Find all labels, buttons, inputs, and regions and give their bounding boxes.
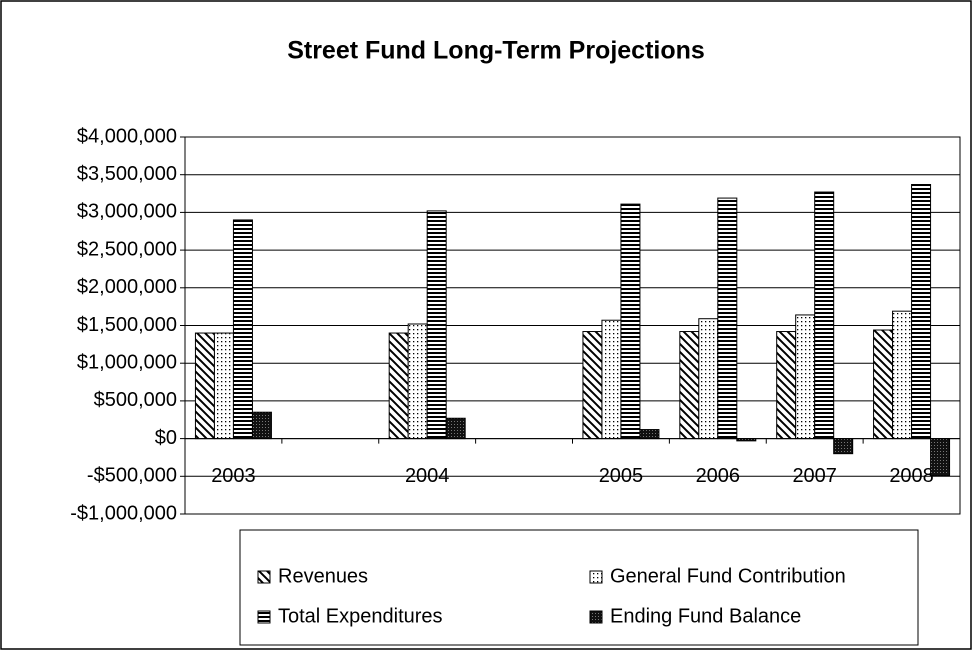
x-tick-label: 2008 xyxy=(889,465,934,487)
bar xyxy=(833,438,854,455)
x-tick-label: 2006 xyxy=(696,465,741,487)
bar xyxy=(698,318,719,440)
x-tick-label: 2007 xyxy=(792,465,837,487)
bar xyxy=(911,184,932,440)
y-tick-label: $2,500,000 xyxy=(77,238,177,260)
x-tick-label: 2004 xyxy=(405,465,450,487)
legend-label: General Fund Contribution xyxy=(610,565,846,587)
y-tick-label: $0 xyxy=(155,427,177,449)
y-tick-label: $1,000,000 xyxy=(77,351,177,373)
y-tick-label: $2,000,000 xyxy=(77,276,177,298)
legend-box xyxy=(239,529,919,646)
y-tick-label: $4,000,000 xyxy=(77,125,177,147)
y-tick-label: -$1,000,000 xyxy=(70,502,177,524)
legend-swatch xyxy=(257,570,271,584)
legend-swatch xyxy=(589,570,603,584)
x-tick-label: 2005 xyxy=(599,465,644,487)
bar xyxy=(601,319,622,440)
legend-label: Total Expenditures xyxy=(278,605,443,627)
bar xyxy=(388,332,409,440)
bar xyxy=(426,210,447,440)
bar xyxy=(776,331,797,440)
chart-title: Street Fund Long-Term Projections xyxy=(287,37,705,65)
bar xyxy=(892,310,913,440)
legend-swatch xyxy=(589,610,603,624)
y-tick-label: $1,500,000 xyxy=(77,314,177,336)
bar xyxy=(717,197,738,440)
bar xyxy=(251,411,272,440)
legend-label: Revenues xyxy=(278,565,368,587)
bar xyxy=(620,203,641,440)
y-tick-label: -$500,000 xyxy=(87,465,177,487)
y-tick-label: $3,500,000 xyxy=(77,163,177,185)
bar xyxy=(639,429,660,440)
bar xyxy=(873,329,894,440)
legend-swatch xyxy=(257,610,271,624)
legend-label: Ending Fund Balance xyxy=(610,605,801,627)
bar xyxy=(213,332,234,440)
bar xyxy=(795,314,816,440)
bar xyxy=(407,323,428,440)
bar xyxy=(930,438,951,477)
x-tick-label: 2003 xyxy=(211,465,256,487)
bar xyxy=(814,191,835,440)
bar xyxy=(232,219,253,440)
bar xyxy=(582,331,603,440)
y-tick-label: $500,000 xyxy=(94,389,177,411)
bar xyxy=(445,417,466,440)
bar xyxy=(679,331,700,440)
y-tick-label: $3,000,000 xyxy=(77,201,177,223)
bar xyxy=(194,332,215,440)
